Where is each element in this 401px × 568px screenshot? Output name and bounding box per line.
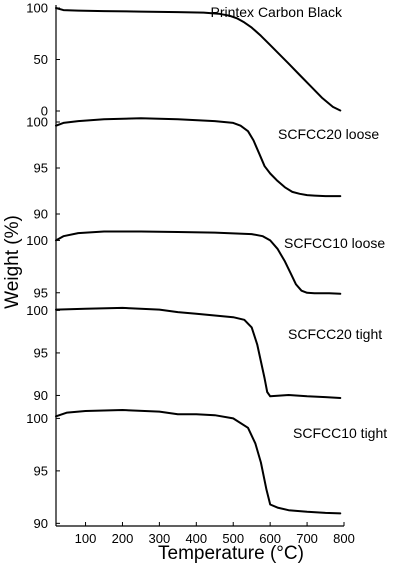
plot-frame <box>55 5 344 527</box>
y-tick-label: 100 <box>26 303 48 318</box>
y-tick-label: 90 <box>34 207 48 222</box>
y-tick-label: 100 <box>26 411 48 426</box>
x-axis: 100 200 300 400 500 600 700 800 <box>75 522 355 546</box>
series-line <box>55 306 342 399</box>
panel-3: 95 100 SCFCC10 loose <box>26 230 385 300</box>
x-tick-label: 700 <box>296 531 318 546</box>
y-tick-label: 100 <box>26 115 48 130</box>
x-tick-label: 800 <box>333 531 355 546</box>
y-tick-label: 100 <box>26 233 48 248</box>
y-tick-label: 50 <box>34 52 48 67</box>
x-tick-label: 200 <box>112 531 134 546</box>
y-tick-label: 90 <box>34 388 48 403</box>
x-tick-label: 400 <box>185 531 207 546</box>
series-label: Printex Carbon Black <box>210 4 343 20</box>
series-label: SCFCC20 loose <box>278 126 379 142</box>
panel-2: 90 95 100 SCFCC20 loose <box>26 115 379 222</box>
chart-panels: 0 50 100 Printex Carbon Black 90 95 100 SCFCC20… <box>26 1 387 531</box>
x-tick-label: 500 <box>222 531 244 546</box>
panel-5: 90 95 100 SCFCC10 tight <box>26 409 387 531</box>
y-tick-label: 95 <box>34 161 48 176</box>
series-label: SCFCC20 tight <box>288 326 382 342</box>
y-tick-label: 0 <box>41 104 48 119</box>
y-tick-label: 95 <box>34 345 48 360</box>
series-line <box>55 7 342 112</box>
x-tick-label: 600 <box>259 531 281 546</box>
x-axis-title: Temperature (°C) <box>158 543 304 564</box>
series-line <box>55 230 342 295</box>
x-tick-label: 300 <box>149 531 171 546</box>
y-tick-label: 95 <box>34 463 48 478</box>
y-axis-title: Weight (%) <box>2 215 23 309</box>
series-label: SCFCC10 loose <box>284 235 385 251</box>
y-tick-label: 95 <box>34 285 48 300</box>
series-line <box>55 409 342 515</box>
y-tick-label: 90 <box>34 516 48 531</box>
x-tick-label: 100 <box>75 531 97 546</box>
y-tick-label: 100 <box>26 1 48 16</box>
panel-4: 90 95 100 SCFCC20 tight <box>26 303 382 403</box>
panel-1: 0 50 100 Printex Carbon Black <box>26 1 343 119</box>
series-line <box>55 117 342 198</box>
series-label: SCFCC10 tight <box>293 425 387 441</box>
